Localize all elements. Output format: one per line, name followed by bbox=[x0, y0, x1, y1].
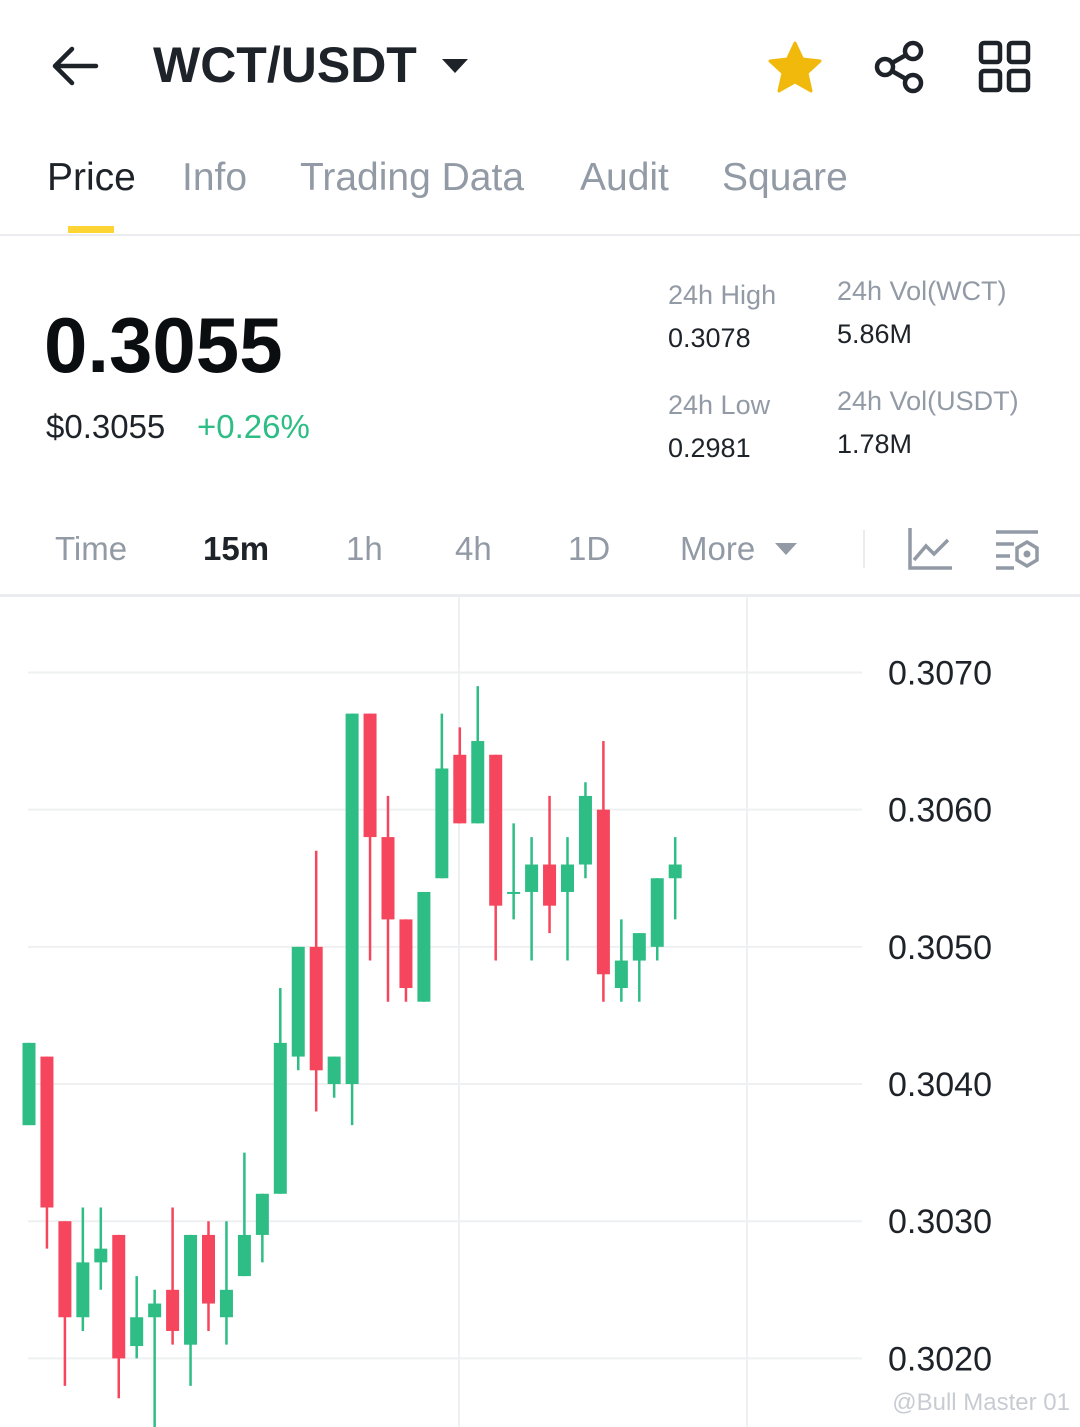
y-tick-label: 0.3030 bbox=[888, 1203, 992, 1241]
tab[interactable]: Trading Data bbox=[300, 156, 525, 199]
candle-body bbox=[525, 864, 539, 892]
candle-body bbox=[363, 713, 377, 838]
candle-body bbox=[327, 1056, 341, 1085]
stat-label: 24h High bbox=[668, 280, 777, 310]
candle-body bbox=[614, 960, 628, 988]
candle-body bbox=[471, 741, 485, 824]
interval[interactable]: Time bbox=[55, 530, 128, 567]
share-icon[interactable] bbox=[872, 40, 928, 94]
candle-body bbox=[399, 919, 413, 988]
candle-body bbox=[94, 1248, 108, 1263]
candle-body bbox=[58, 1221, 72, 1318]
candle-body bbox=[345, 713, 359, 1085]
candle-body bbox=[435, 768, 449, 879]
indicator-icon[interactable] bbox=[906, 526, 954, 572]
candle-body bbox=[507, 891, 521, 894]
interval[interactable]: 15m bbox=[203, 530, 270, 567]
candle-body bbox=[417, 891, 431, 1002]
candle-body bbox=[489, 754, 503, 906]
stat-label: 24h Low bbox=[668, 390, 771, 420]
grid-menu-icon[interactable] bbox=[978, 40, 1034, 94]
candle-body bbox=[273, 1042, 287, 1194]
y-tick-label: 0.3050 bbox=[888, 929, 992, 967]
candle-body bbox=[578, 795, 592, 865]
interval[interactable]: 4h bbox=[455, 530, 492, 567]
stat-value: 0.3078 bbox=[668, 323, 751, 353]
divider bbox=[0, 234, 1080, 236]
candle-body bbox=[130, 1317, 144, 1347]
pair-title[interactable]: WCT/USDT bbox=[153, 37, 417, 93]
candle-body bbox=[632, 933, 646, 961]
candle-body bbox=[668, 864, 682, 879]
candle-body bbox=[596, 809, 610, 975]
candle-body bbox=[148, 1303, 162, 1318]
candle-body bbox=[309, 946, 323, 1071]
stat-value: 5.86M bbox=[837, 319, 913, 349]
interval[interactable]: 1D bbox=[568, 530, 611, 567]
candle-body bbox=[561, 864, 574, 892]
candle-body bbox=[166, 1289, 180, 1331]
favorite-star[interactable] bbox=[766, 40, 824, 94]
last-price: 0.3055 bbox=[44, 301, 283, 389]
y-tick-label: 0.3020 bbox=[888, 1340, 992, 1378]
candle-body bbox=[76, 1262, 90, 1318]
fiat-price: $0.3055 bbox=[46, 408, 166, 445]
y-tick-label: 0.3070 bbox=[888, 654, 992, 692]
candle-body bbox=[202, 1234, 215, 1304]
tab[interactable]: Audit bbox=[580, 156, 669, 199]
candle-body bbox=[40, 1056, 54, 1208]
stat-label: 24h Vol(USDT) bbox=[837, 386, 1019, 416]
candle-body bbox=[543, 864, 557, 906]
active-tab-indicator bbox=[68, 226, 114, 233]
watermark: @Bull Master 01 bbox=[892, 1389, 1070, 1416]
interval[interactable]: More bbox=[680, 530, 756, 567]
candle-body bbox=[453, 754, 467, 824]
candle-body bbox=[650, 878, 664, 947]
more-dropdown[interactable] bbox=[774, 541, 798, 557]
pair-dropdown[interactable] bbox=[440, 56, 470, 76]
price-change: +0.26% bbox=[197, 408, 310, 445]
candle-body bbox=[112, 1234, 126, 1359]
candle-body bbox=[22, 1042, 36, 1126]
candle-body bbox=[219, 1289, 233, 1318]
tab[interactable]: Info bbox=[182, 156, 248, 199]
tab[interactable]: Square bbox=[722, 156, 848, 199]
candle-body bbox=[381, 837, 395, 920]
back-button[interactable] bbox=[50, 44, 100, 88]
tab[interactable]: Price bbox=[47, 156, 136, 199]
divider bbox=[0, 594, 1080, 597]
interval[interactable]: 1h bbox=[346, 530, 383, 567]
candle-body bbox=[255, 1193, 269, 1235]
y-tick-label: 0.3040 bbox=[888, 1066, 992, 1104]
chart-settings-icon[interactable] bbox=[994, 526, 1042, 572]
candle-body bbox=[237, 1234, 251, 1277]
stat-label: 24h Vol(WCT) bbox=[837, 276, 1007, 306]
separator bbox=[863, 530, 865, 568]
stat-value: 1.78M bbox=[837, 429, 913, 459]
candle-body bbox=[291, 946, 305, 1057]
stat-value: 0.2981 bbox=[668, 433, 751, 463]
candle-body bbox=[184, 1234, 198, 1345]
y-tick-label: 0.3060 bbox=[888, 792, 992, 830]
